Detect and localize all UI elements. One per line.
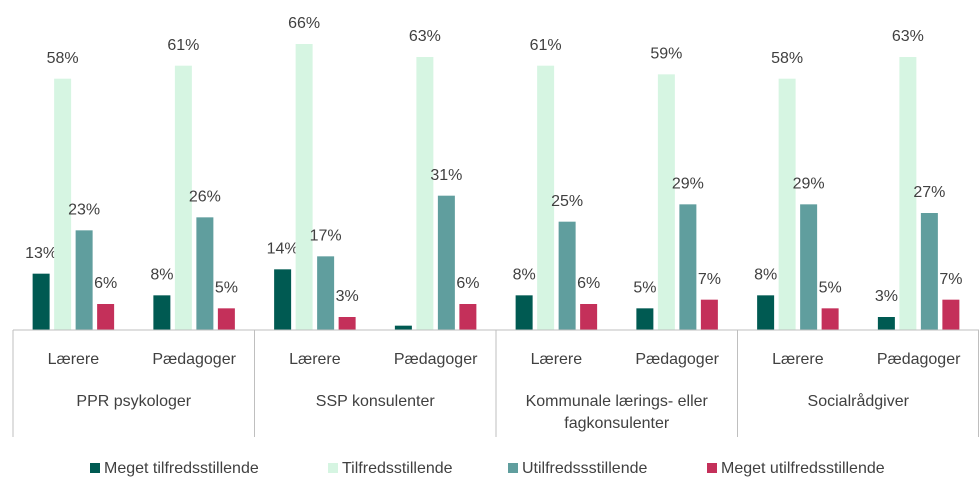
bar [515, 295, 533, 330]
legend-label: Utilfredssstillende [522, 460, 647, 477]
group-label: PPR psykologer [76, 393, 192, 410]
x-tick-label: Lærere [47, 351, 100, 368]
bar [153, 295, 171, 330]
legend-label: Meget tilfredsstillende [104, 460, 259, 477]
data-label: 8% [513, 267, 536, 284]
data-label: 26% [189, 189, 221, 206]
data-label: 27% [913, 184, 945, 201]
bar [317, 256, 335, 330]
legend-marker [328, 463, 338, 473]
data-label: 25% [551, 193, 583, 210]
x-tick-label: Pædagoger [393, 351, 478, 368]
legend-marker [508, 463, 518, 473]
data-label: 5% [215, 280, 238, 297]
data-label: 23% [68, 202, 100, 219]
bar [537, 65, 555, 330]
bar [295, 44, 313, 330]
bar [196, 217, 214, 330]
bar [700, 299, 718, 330]
data-label: 58% [771, 50, 803, 67]
data-label: 59% [650, 46, 682, 63]
bar [800, 204, 818, 330]
data-label: 63% [409, 28, 441, 45]
data-label: 8% [754, 267, 777, 284]
bar [757, 295, 775, 330]
data-label: 58% [47, 50, 79, 67]
bar [920, 213, 938, 330]
data-label: 31% [430, 167, 462, 184]
bar [821, 308, 839, 330]
data-label: 61% [167, 37, 199, 54]
x-tick-label: Pædagoger [635, 351, 719, 368]
legend-marker [707, 463, 717, 473]
data-label: 29% [793, 176, 825, 193]
bar [416, 57, 434, 331]
data-label: 66% [288, 15, 320, 32]
data-label: 3% [336, 288, 359, 305]
data-label: 13% [25, 245, 57, 262]
bar [657, 74, 675, 330]
bar [217, 308, 235, 330]
data-label: 6% [94, 275, 117, 292]
bar [899, 57, 917, 331]
group-label: Kommunale lærings- eller fagkonsulenter [525, 393, 708, 432]
bar [174, 65, 192, 330]
bar [778, 78, 796, 330]
legend-marker [90, 463, 100, 473]
group-label: Socialrådgiver [807, 393, 909, 410]
data-label: 6% [577, 275, 600, 292]
bar [679, 204, 697, 330]
data-label: 8% [150, 267, 173, 284]
x-tick-label: Lærere [772, 351, 824, 368]
bar [459, 304, 477, 330]
data-label: 14% [267, 241, 299, 258]
bar [394, 325, 412, 330]
data-label: 7% [698, 271, 721, 288]
data-label: 6% [456, 275, 479, 292]
bar [274, 269, 292, 330]
bar [942, 299, 960, 330]
data-label: 5% [819, 280, 842, 297]
data-label: 3% [875, 288, 898, 305]
bar [877, 317, 895, 330]
bar [558, 221, 576, 330]
bar [437, 195, 455, 330]
data-label: 5% [633, 280, 656, 297]
bar [97, 304, 115, 330]
data-label: 7% [939, 271, 962, 288]
data-label: 29% [672, 176, 704, 193]
bar [32, 273, 50, 330]
group-label: SSP konsulenter [315, 393, 435, 410]
x-tick-label: Lærere [289, 351, 341, 368]
data-label: 63% [892, 28, 924, 45]
x-tick-label: Lærere [530, 351, 583, 368]
x-tick-label: Pædagoger [152, 351, 236, 368]
legend-label: Meget utilfredsstillende [721, 460, 885, 477]
bar [338, 317, 356, 330]
bar [54, 78, 72, 330]
data-label: 61% [530, 37, 562, 54]
legend-label: Tilfredsstillende [342, 460, 453, 477]
bar [75, 230, 93, 330]
bar [636, 308, 654, 330]
x-tick-label: Pædagoger [876, 351, 961, 368]
data-label: 17% [310, 228, 342, 245]
bar [580, 304, 598, 330]
